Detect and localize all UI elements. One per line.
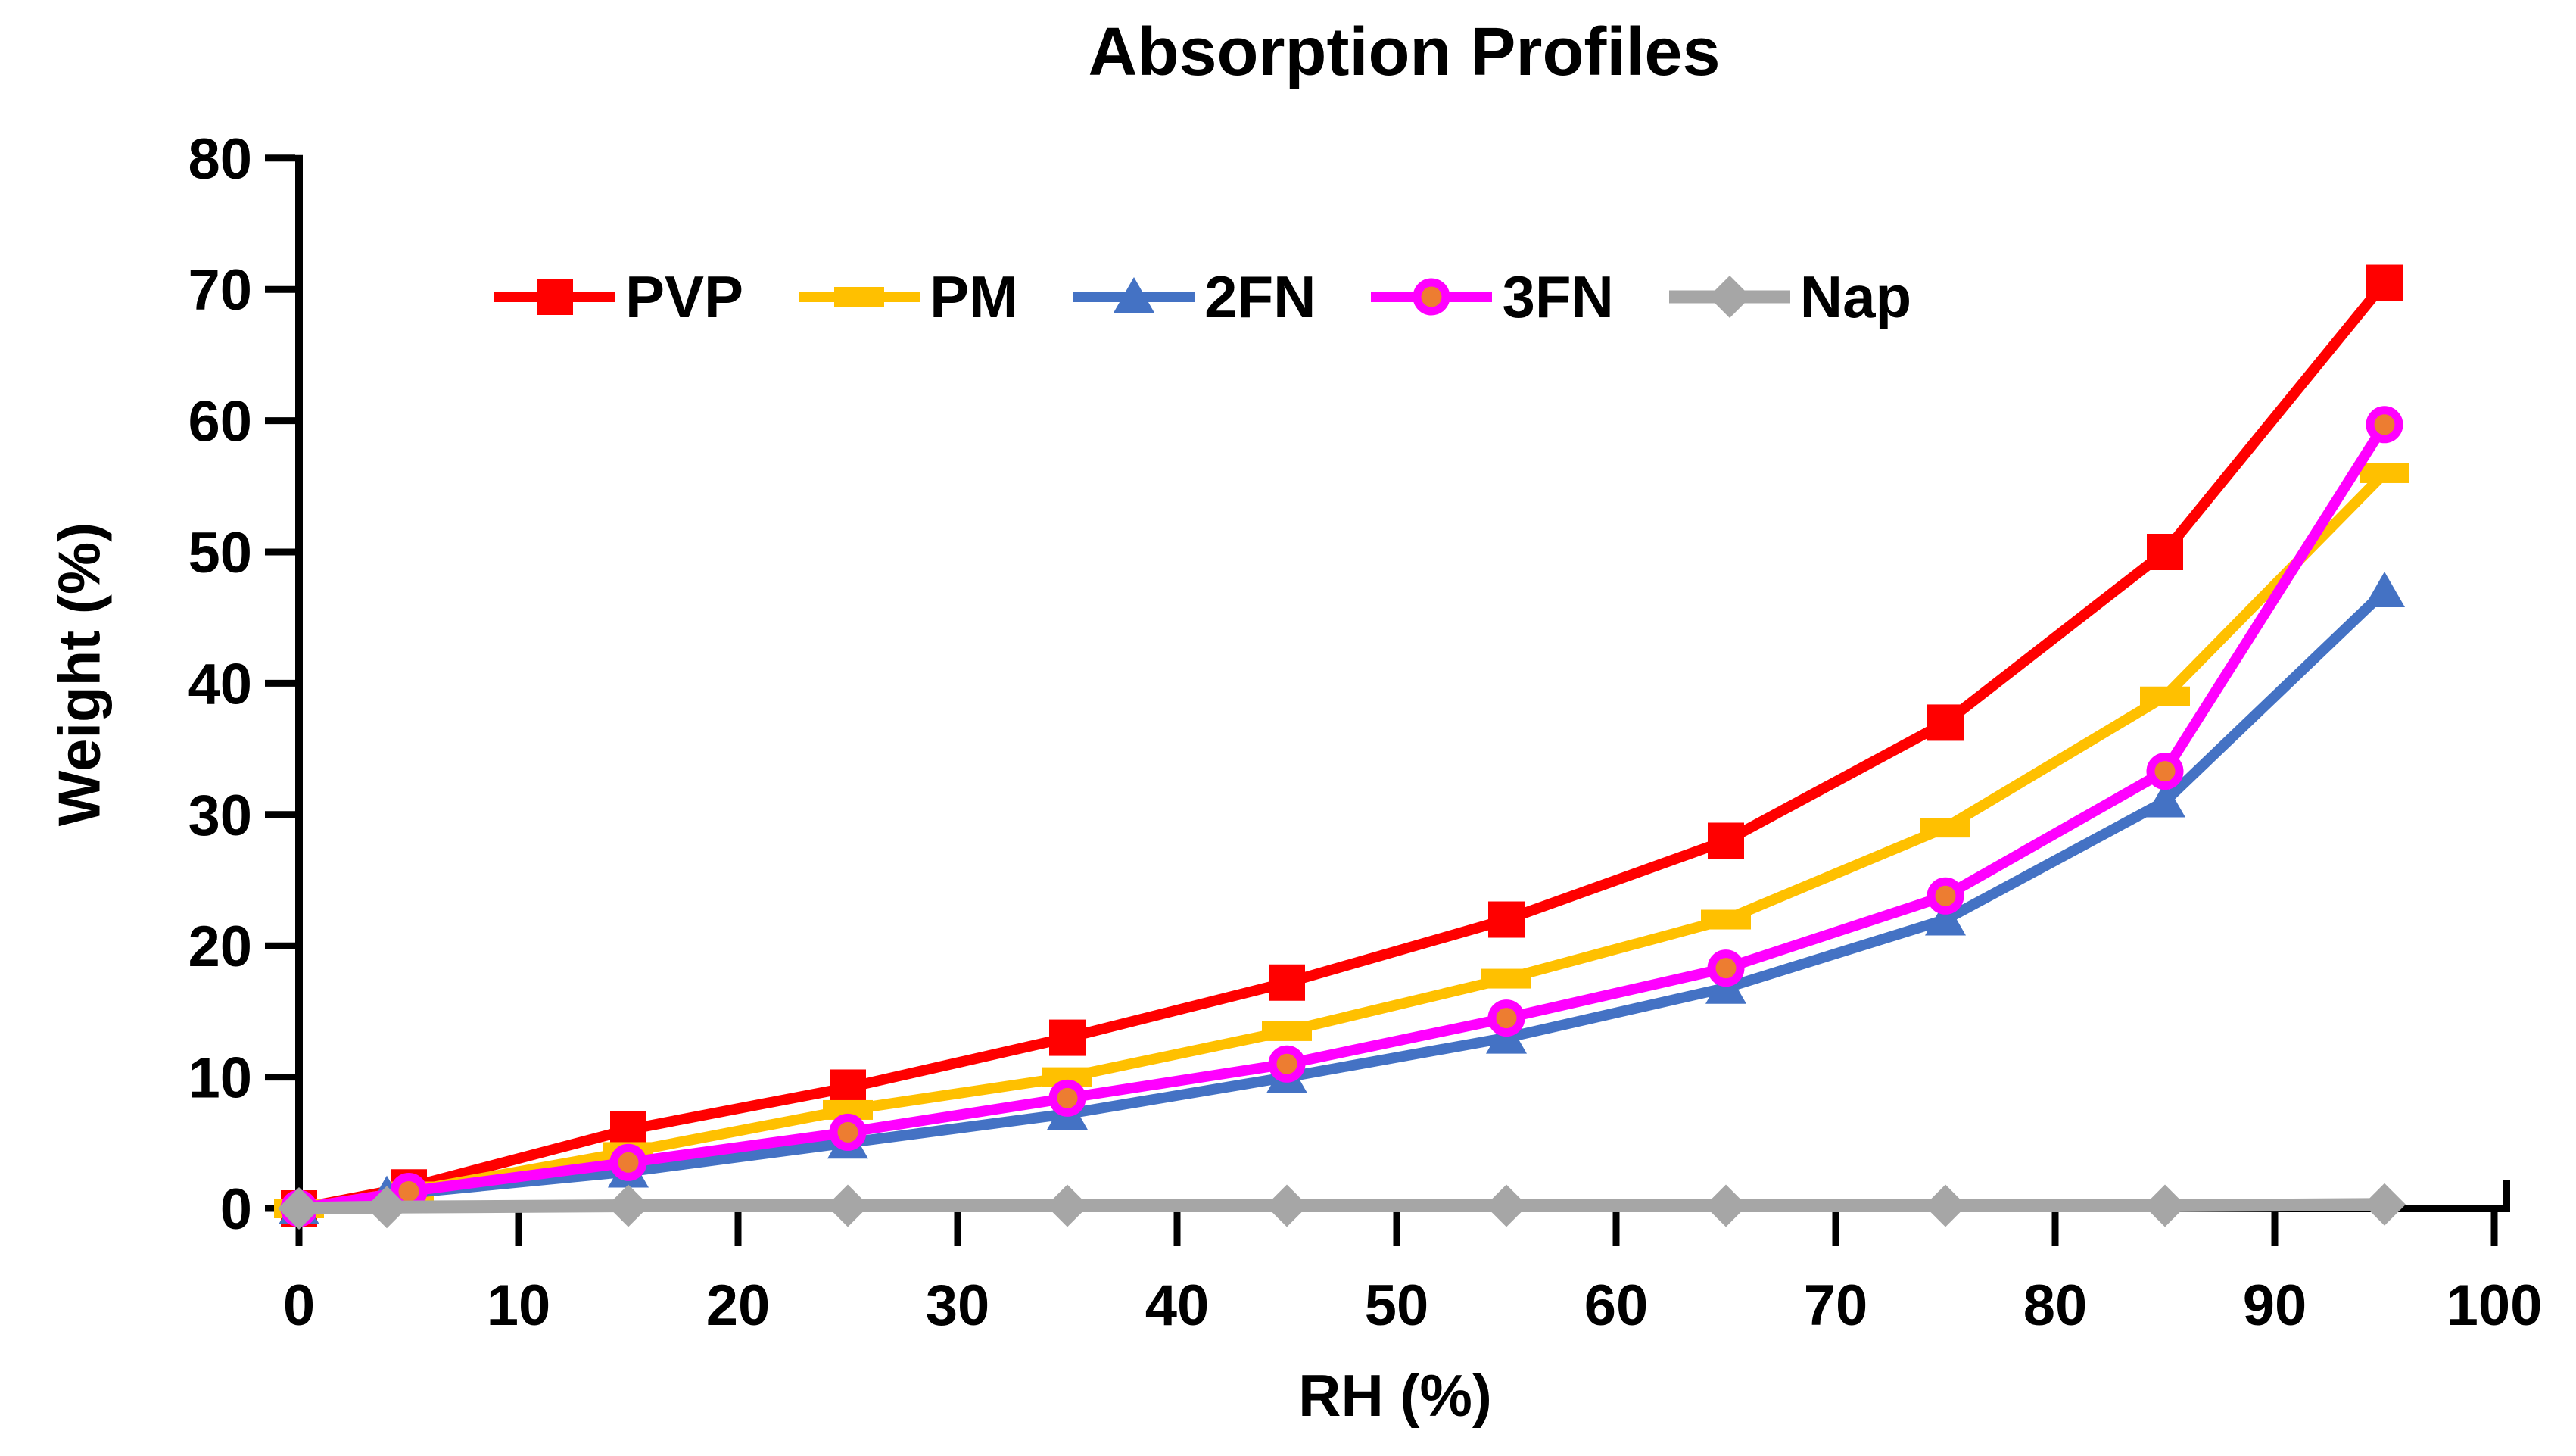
y-tick-label-60: 60 — [188, 390, 252, 454]
y-tick-label-20: 20 — [188, 915, 252, 979]
legend-label-nap: Nap — [1799, 263, 1912, 330]
marker-pvp-4 — [1049, 1019, 1086, 1056]
series-line-pm — [294, 467, 2390, 1214]
x-tick-label-40: 40 — [1145, 1274, 1210, 1338]
x-tick-label-90: 90 — [2243, 1274, 2307, 1338]
marker-pvp-2 — [610, 1111, 646, 1148]
legend-item-pm: PM — [795, 251, 1018, 342]
marker-2fn-8 — [1925, 899, 1966, 936]
chart-legend: PVP PM 2FN 3FN Nap — [491, 251, 1911, 342]
marker-3fn-8 — [1927, 877, 1964, 915]
legend-swatch-pm-icon — [799, 287, 920, 307]
marker-pm-9 — [2140, 686, 2190, 706]
marker-3fn-10 — [2366, 406, 2403, 444]
legend-swatch-3fn-icon — [1371, 278, 1493, 316]
marker-nap-2 — [607, 1184, 649, 1227]
y-tick-label-0: 0 — [220, 1177, 252, 1242]
marker-pvp-3 — [830, 1069, 866, 1106]
marker-pvp-6 — [1488, 901, 1525, 938]
marker-pvp-9 — [2147, 534, 2183, 570]
x-tick-label-10: 10 — [487, 1274, 551, 1338]
marker-pm-8 — [1920, 818, 1970, 838]
x-tick-label-80: 80 — [2023, 1274, 2088, 1338]
x-tick-label-70: 70 — [1804, 1274, 1868, 1338]
marker-2fn-10 — [2364, 572, 2405, 608]
marker-3fn-4 — [1048, 1079, 1086, 1117]
legend-marker-2fn-icon — [1114, 277, 1155, 313]
legend-swatch-pvp-icon — [494, 279, 615, 315]
chart-title: Absorption Profiles — [1088, 14, 1721, 90]
legend-marker-3fn-icon — [1413, 278, 1450, 316]
marker-nap-7 — [1705, 1184, 1747, 1227]
marker-3fn-6 — [1487, 999, 1525, 1037]
x-tick-label-20: 20 — [706, 1274, 771, 1338]
y-axis-title: Weight (%) — [45, 522, 113, 827]
marker-pm-7 — [1701, 909, 1751, 930]
x-tick-label-100: 100 — [2447, 1274, 2543, 1338]
marker-3fn-2 — [609, 1143, 647, 1181]
marker-pm-6 — [1481, 968, 1531, 989]
marker-2fn-9 — [2145, 781, 2185, 818]
marker-pvp-7 — [1708, 822, 1744, 859]
marker-pvp-8 — [1927, 704, 1964, 741]
marker-nap-1 — [366, 1186, 408, 1229]
y-tick-label-10: 10 — [188, 1046, 252, 1111]
x-tick-label-50: 50 — [1365, 1274, 1429, 1338]
marker-pm-5 — [1262, 1021, 1312, 1041]
marker-3fn-3 — [829, 1113, 867, 1151]
legend-label-pvp: PVP — [625, 263, 744, 330]
x-tick-label-0: 0 — [283, 1274, 315, 1338]
marker-3fn-5 — [1268, 1045, 1306, 1083]
x-tick-label-30: 30 — [926, 1274, 990, 1338]
marker-nap-5 — [1266, 1184, 1308, 1227]
legend-label-2fn: 2FN — [1204, 263, 1316, 330]
y-tick-label-70: 70 — [188, 258, 252, 323]
legend-swatch-2fn-icon — [1073, 277, 1195, 313]
series-line-3fn — [294, 419, 2390, 1214]
marker-nap-6 — [1485, 1184, 1528, 1227]
y-tick-label-30: 30 — [188, 784, 252, 848]
marker-nap-9 — [2144, 1184, 2186, 1227]
marker-nap-8 — [1924, 1184, 1967, 1227]
marker-nap-10 — [2363, 1183, 2406, 1226]
legend-swatch-nap-icon — [1668, 276, 1790, 318]
y-tick-label-80: 80 — [188, 127, 252, 192]
marker-nap-0 — [278, 1187, 320, 1230]
marker-nap-3 — [827, 1184, 869, 1227]
legend-item-nap: Nap — [1665, 251, 1911, 342]
legend-item-pvp: PVP — [491, 251, 743, 342]
legend-label-3fn: 3FN — [1502, 263, 1614, 330]
y-tick-label-40: 40 — [188, 652, 252, 716]
legend-marker-pvp-icon — [537, 279, 573, 315]
marker-nap-4 — [1046, 1184, 1089, 1227]
legend-item-2fn: 2FN — [1070, 251, 1316, 342]
marker-3fn-7 — [1707, 949, 1745, 987]
legend-label-pm: PM — [930, 263, 1019, 330]
marker-pvp-5 — [1269, 964, 1305, 1001]
x-tick-label-60: 60 — [1584, 1274, 1649, 1338]
marker-3fn-9 — [2146, 753, 2184, 790]
marker-pm-10 — [2360, 463, 2409, 483]
legend-marker-pm-icon — [834, 287, 885, 307]
x-axis-title: RH (%) — [1298, 1362, 1492, 1429]
marker-pvp-10 — [2366, 264, 2403, 301]
y-tick-label-50: 50 — [188, 521, 252, 585]
legend-item-3fn: 3FN — [1367, 251, 1614, 342]
legend-marker-nap-icon — [1708, 276, 1751, 318]
